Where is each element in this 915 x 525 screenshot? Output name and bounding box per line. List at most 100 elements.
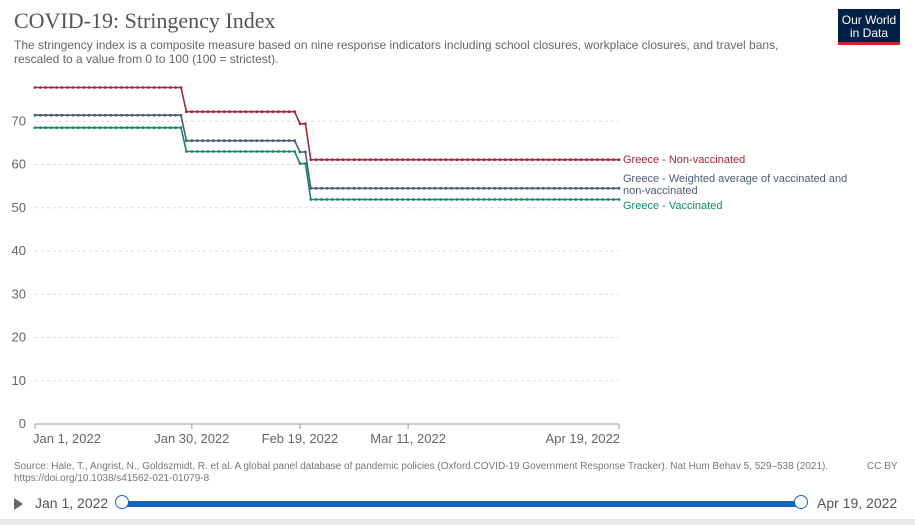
data-point (487, 198, 491, 201)
data-point (141, 126, 145, 130)
data-point (304, 150, 307, 154)
timeline: Jan 1, 2022 Apr 19, 2022 (0, 490, 915, 520)
data-point (109, 86, 113, 89)
data-point (287, 110, 291, 114)
data-point (130, 113, 134, 117)
data-point (455, 198, 459, 201)
bottom-scrollbar[interactable] (0, 519, 915, 525)
data-point (147, 86, 151, 89)
data-point (563, 158, 567, 162)
data-point (433, 186, 437, 190)
data-point (525, 158, 529, 162)
data-point (98, 113, 102, 117)
timeline-start-label: Jan 1, 2022 (35, 495, 109, 511)
data-point (368, 186, 372, 190)
data-point (125, 126, 129, 130)
data-point (168, 126, 172, 130)
data-point (152, 113, 156, 117)
data-point (49, 113, 53, 117)
data-point (493, 186, 496, 190)
data-point (352, 186, 356, 190)
data-point (520, 198, 524, 201)
data-point (66, 86, 69, 89)
data-point (147, 113, 151, 117)
data-point (547, 198, 551, 201)
data-point (477, 198, 480, 201)
data-point (195, 139, 199, 143)
data-point (287, 150, 291, 153)
data-point (601, 158, 605, 162)
data-point (568, 186, 572, 190)
timeline-track[interactable] (122, 501, 802, 507)
data-point (55, 86, 58, 89)
data-point (498, 198, 502, 201)
data-point (487, 158, 491, 162)
data-point (314, 186, 318, 190)
data-point (282, 139, 286, 143)
data-point (466, 198, 469, 201)
data-point (336, 186, 340, 190)
license-link[interactable]: CC BY (867, 461, 898, 472)
data-point (325, 198, 329, 201)
timeline-end-handle[interactable] (794, 495, 808, 509)
data-point (536, 158, 540, 162)
data-point (314, 198, 318, 201)
data-point (282, 150, 286, 153)
line-chart[interactable]: 0 10 20 30 40 50 60 70 Jan 1, 2022 Jan 30, 2022 Fe… (0, 0, 915, 460)
data-point (379, 158, 383, 162)
data-point (601, 198, 605, 201)
data-point (190, 150, 194, 153)
data-point (282, 110, 286, 114)
data-point (331, 198, 334, 201)
data-point (401, 198, 405, 201)
chart-subtitle: The stringency index is a composite meas… (14, 38, 779, 66)
owid-logo[interactable]: Our World in Data (838, 9, 900, 45)
data-point (606, 186, 610, 190)
data-point (347, 198, 350, 201)
data-point (541, 186, 545, 190)
data-point (158, 126, 161, 130)
data-point (276, 110, 280, 114)
data-point (320, 198, 323, 201)
data-point (82, 86, 86, 89)
data-point (417, 186, 421, 190)
data-point (590, 158, 594, 162)
data-point (293, 139, 296, 143)
data-point (304, 122, 307, 126)
data-point (531, 158, 534, 162)
data-point (76, 113, 80, 117)
data-point (504, 198, 507, 201)
data-point (606, 158, 610, 162)
data-point (358, 186, 361, 190)
data-point (136, 113, 140, 117)
data-point (617, 198, 621, 201)
chart-title: COVID-19: Stringency Index (14, 8, 276, 33)
data-point (406, 158, 410, 162)
data-point (71, 113, 75, 117)
data-point (228, 139, 232, 143)
logo-line-2: in Data (849, 26, 889, 40)
data-point (352, 158, 356, 162)
data-point (509, 186, 513, 190)
data-point (158, 113, 161, 117)
y-tick-label: 50 (12, 200, 26, 215)
data-point (33, 126, 37, 130)
data-point (552, 198, 556, 201)
x-tick-label: Apr 19, 2022 (546, 431, 620, 446)
data-point (239, 139, 242, 143)
data-point (509, 158, 513, 162)
data-point (482, 186, 486, 190)
data-point (93, 86, 96, 89)
data-point (93, 113, 96, 117)
data-point (390, 186, 394, 190)
data-point (49, 86, 53, 89)
timeline-start-handle[interactable] (115, 495, 129, 509)
data-point (341, 198, 345, 201)
data-point (428, 186, 432, 190)
play-icon[interactable] (14, 498, 23, 510)
data-point (71, 126, 75, 130)
data-point (520, 158, 524, 162)
data-point (55, 113, 58, 117)
data-point (444, 158, 448, 162)
data-point (33, 113, 37, 117)
